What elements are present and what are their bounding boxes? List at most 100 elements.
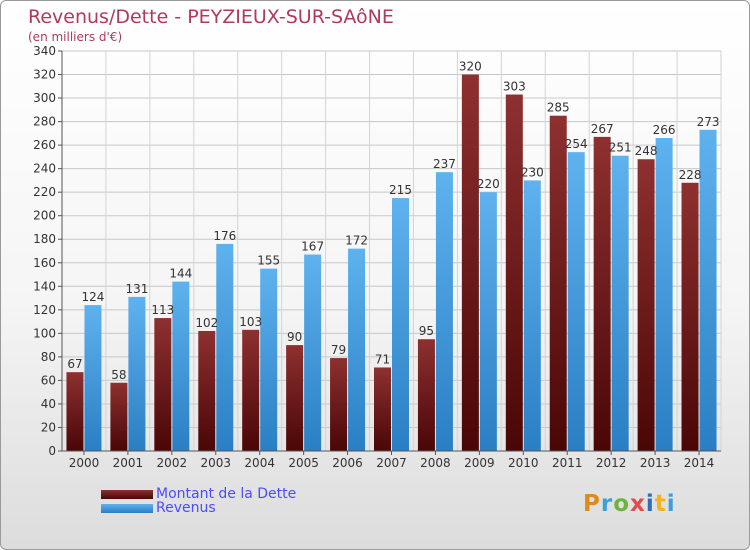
bar-revenus	[523, 180, 541, 452]
data-label-revenus: 251	[609, 141, 632, 155]
x-tick-label: 2010	[508, 456, 539, 470]
x-tick-label: 2011	[552, 456, 583, 470]
data-label-revenus: 144	[169, 267, 192, 281]
chart-title: Revenus/Dette - PEYZIEUX-SUR-SAôNE	[28, 6, 394, 28]
x-tick-label: 2005	[288, 456, 319, 470]
data-label-dette: 102	[195, 316, 218, 330]
data-label-dette: 267	[591, 122, 614, 136]
data-label-dette: 90	[287, 330, 302, 344]
bar-dette	[637, 159, 655, 451]
y-tick-label: 20	[41, 420, 56, 434]
bar-revenus	[611, 155, 629, 452]
data-label-dette: 79	[331, 343, 346, 357]
bar-dette	[242, 329, 260, 451]
logo-letter: r	[600, 491, 614, 517]
y-tick-label: 320	[33, 68, 56, 82]
data-label-dette: 58	[111, 368, 126, 382]
data-label-revenus: 230	[521, 165, 544, 179]
y-tick-label: 60	[41, 373, 56, 387]
data-label-dette: 67	[67, 357, 82, 371]
y-tick-label: 280	[33, 115, 56, 129]
x-tick-label: 2003	[200, 456, 231, 470]
data-label-dette: 320	[459, 60, 482, 74]
logo-letter: i	[645, 491, 655, 517]
y-tick-label: 80	[41, 350, 56, 364]
data-labels: 67 58 113 102 103 90 79 71 95 320 303 285 267 248 228 1…	[67, 60, 719, 382]
data-label-dette: 285	[547, 101, 570, 115]
x-tick-label: 2002	[157, 456, 188, 470]
bar-dette	[593, 136, 611, 451]
logo-letter: P	[583, 491, 601, 517]
x-tick-label: 2012	[596, 456, 627, 470]
bar-revenus	[392, 198, 409, 451]
bar-revenus	[479, 192, 497, 452]
logo-letter: o	[613, 491, 631, 517]
y-tick-label: 180	[33, 232, 56, 246]
y-tick-label: 0	[48, 444, 56, 458]
bar-dette	[154, 318, 172, 451]
y-tick-label: 300	[33, 91, 56, 105]
bar-dette	[374, 367, 391, 451]
data-label-dette: 248	[635, 144, 658, 158]
data-label-dette: 95	[419, 324, 434, 338]
data-label-revenus: 254	[565, 137, 588, 151]
legend-label-dette: Montant de la Dette	[156, 486, 297, 502]
bar-revenus	[260, 268, 278, 451]
bar-revenus	[172, 281, 190, 451]
x-tick-label: 2008	[420, 456, 451, 470]
bar-dette	[110, 382, 128, 451]
y-tick-label: 120	[33, 303, 56, 317]
y-tick-label: 160	[33, 256, 56, 270]
y-tick-label: 260	[33, 138, 56, 152]
data-label-revenus: 215	[389, 183, 412, 197]
data-label-dette: 303	[503, 80, 526, 94]
x-tick-label: 2000	[69, 456, 100, 470]
bar-revenus	[348, 248, 366, 451]
bar-revenus	[435, 172, 453, 452]
bar-revenus	[567, 152, 585, 452]
x-tick-label: 2006	[332, 456, 363, 470]
y-tick-label: 240	[33, 162, 56, 176]
x-tick-label: 2007	[376, 456, 407, 470]
data-label-revenus: 237	[433, 157, 456, 171]
legend-swatch-revenus	[101, 504, 153, 513]
y-tick-label: 220	[33, 185, 56, 199]
logo-letter: i	[666, 491, 676, 517]
data-label-revenus: 167	[301, 240, 324, 254]
y-tick-label: 40	[41, 397, 56, 411]
x-tick-label: 2013	[640, 456, 671, 470]
y-tick-label: 340	[33, 44, 56, 58]
data-label-revenus: 220	[477, 177, 500, 191]
bar-revenus	[128, 296, 146, 451]
bar-revenus	[84, 305, 102, 451]
chart-subtitle: (en milliers d'€)	[28, 30, 123, 44]
bar-revenus	[304, 254, 322, 451]
bar-dette	[66, 372, 84, 451]
data-label-dette: 71	[375, 352, 390, 366]
data-label-revenus: 172	[345, 234, 368, 248]
bar-revenus	[216, 243, 234, 451]
bar-dette	[286, 345, 304, 451]
gridlines	[61, 50, 722, 452]
axes: 0 20 40 60 80 100 120 140 160 180 200 220 240 260 280 3…	[33, 44, 721, 470]
data-label-revenus: 124	[82, 290, 105, 304]
bar-revenus	[699, 129, 717, 451]
bar-dette	[417, 339, 435, 451]
data-label-revenus: 266	[653, 123, 676, 137]
x-tick-label: 2004	[244, 456, 275, 470]
data-label-revenus: 131	[125, 282, 148, 296]
bar-dette	[330, 358, 348, 451]
bar-revenus	[655, 138, 673, 451]
bar-dette	[505, 94, 523, 451]
data-label-revenus: 176	[213, 229, 236, 243]
y-tick-label: 200	[33, 209, 56, 223]
x-tick-label: 2014	[684, 456, 715, 470]
bars	[66, 74, 717, 452]
logo-letter: x	[630, 491, 646, 517]
data-label-revenus: 273	[697, 115, 720, 129]
x-tick-label: 2009	[464, 456, 495, 470]
x-tick-label: 2001	[113, 456, 144, 470]
proxiti-logo[interactable]: Proxiti	[583, 491, 676, 517]
